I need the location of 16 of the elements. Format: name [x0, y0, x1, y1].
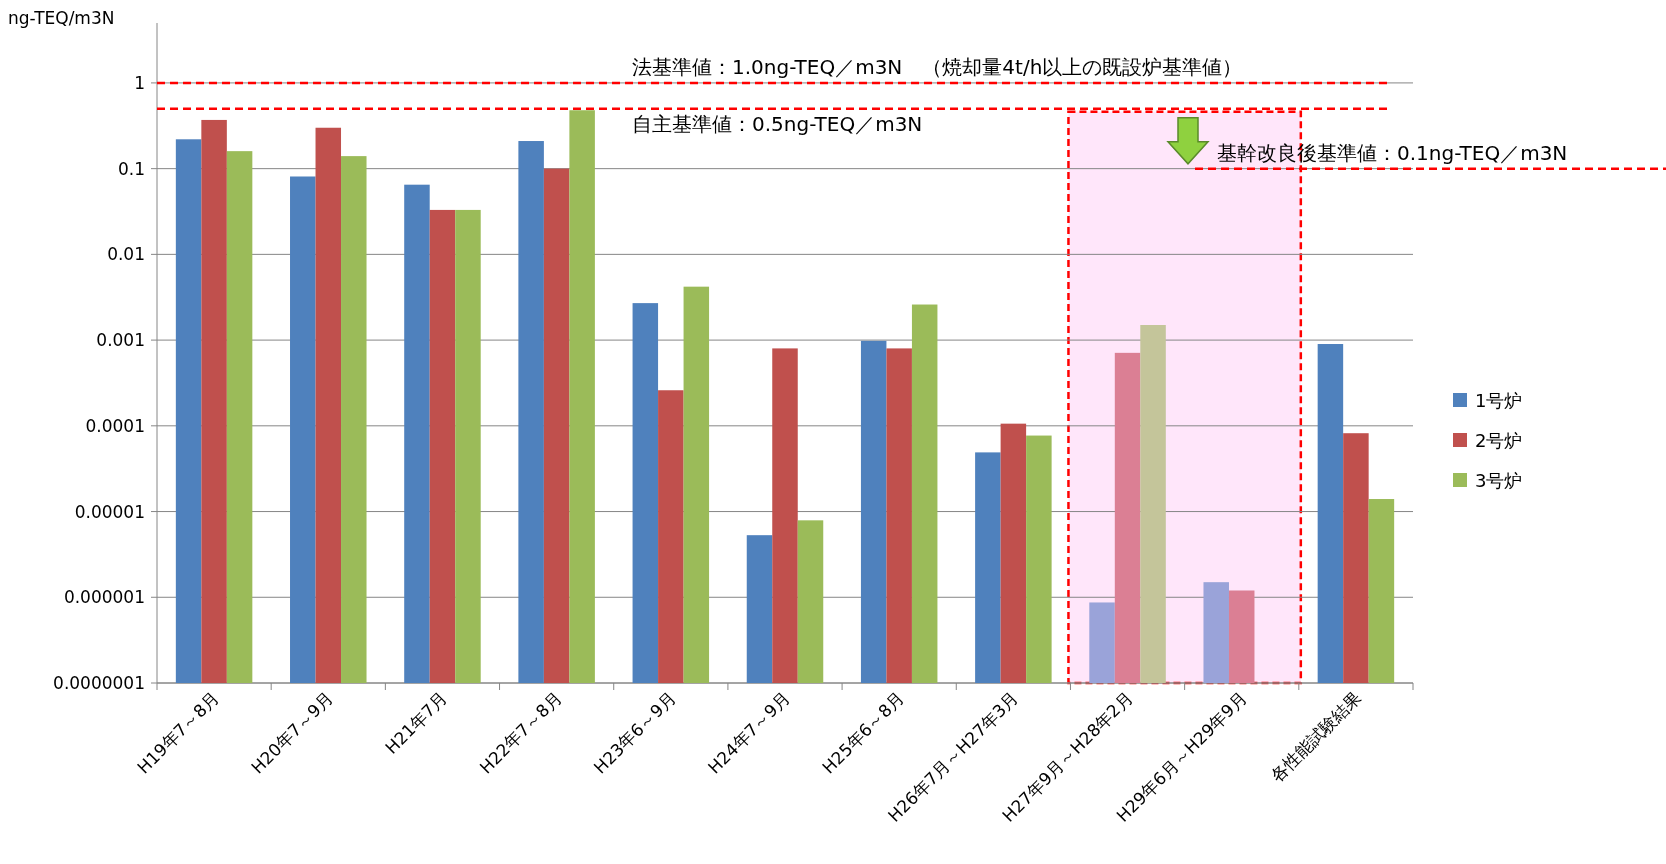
y-tick-label: 0.01 [107, 244, 145, 265]
y-tick-label: 0.0000001 [53, 673, 145, 693]
legend-label: 1号炉 [1475, 390, 1523, 411]
y-tick-label: 0.000001 [63, 587, 145, 608]
ref-line-label: 基幹改良後基準値：0.1ng-TEQ／m3N [1217, 140, 1568, 165]
legend-label: 3号炉 [1475, 470, 1523, 491]
y-tick-label: 1 [134, 72, 145, 93]
y-tick-label: 0.001 [96, 330, 145, 351]
y-axis-title: ng-TEQ/m3N [8, 8, 115, 28]
ref-line-label: 法基準値：1.0ng-TEQ／m3N （焼却量4t/h以上の既設炉基準値） [632, 54, 1243, 79]
ref-line-label: 自主基準値：0.5ng-TEQ／m3N [632, 111, 923, 136]
legend-label: 2号炉 [1475, 430, 1523, 451]
y-tick-label: 0.1 [117, 158, 145, 179]
y-tick-label: 0.00001 [74, 501, 145, 522]
x-tick-label: 各性能試験結果 [1266, 687, 1365, 786]
y-tick-label: 0.0001 [85, 415, 145, 436]
